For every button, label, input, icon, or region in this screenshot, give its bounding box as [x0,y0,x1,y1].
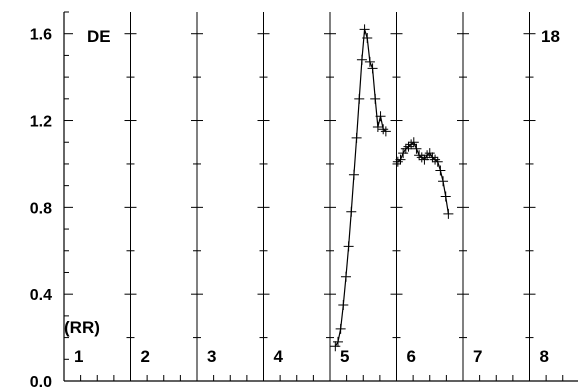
data-point [348,169,359,180]
y-tick-label: 0.4 [30,287,52,304]
data-point [443,208,454,219]
data-point [335,323,346,334]
data-point [419,154,430,165]
data-point [370,93,381,104]
data-point [411,143,422,154]
data-point [440,191,451,202]
panel-label: 4 [274,347,284,366]
data-point [354,93,365,104]
corner-label-top-right: 18 [541,27,560,46]
data-point [400,143,411,154]
chart-y-tick-labels: 0.0 0.4 0.8 1.2 1.6 [30,27,52,391]
data-point [378,124,389,135]
y-tick-label: 0.0 [30,374,52,391]
data-point [351,132,362,143]
panel-label: 5 [340,347,349,366]
data-point [416,152,427,163]
data-point [438,176,449,187]
panel-label: 6 [407,347,416,366]
y-tick-label: 0.8 [30,200,52,217]
data-point [375,111,386,122]
data-point [422,150,433,161]
data-point [362,33,373,44]
data-point [340,271,351,282]
panel-label: 3 [207,347,216,366]
y-tick-label: 1.2 [30,114,52,131]
chart-panel-separators [124,12,536,381]
data-point [408,137,419,148]
chart-ticks [63,11,564,382]
data-point [380,126,391,137]
data-point [367,63,378,74]
data-point [427,152,438,163]
data-point [430,154,441,165]
y-tick-label: 1.6 [30,27,52,44]
data-point [395,154,406,165]
data-point [332,336,343,347]
series-line [334,29,387,347]
data-point [343,241,354,252]
data-point [372,122,383,133]
chart-panel-labels: 1 2 3 4 5 6 7 8 [74,347,549,366]
data-point [403,141,414,152]
data-point [359,24,370,35]
data-point [432,156,443,167]
panel-label: 7 [473,347,482,366]
chart-axes [63,12,578,382]
data-point [392,156,403,167]
panel-label: 1 [74,347,83,366]
data-point [356,54,367,65]
corner-label-bottom-left: (RR) [64,318,100,337]
data-point [330,341,341,352]
data-point [338,300,349,311]
data-point [424,148,435,159]
data-point [406,139,417,150]
data-point [364,56,375,67]
series-1 [330,24,391,352]
data-point [398,148,409,159]
chart-series [330,24,454,352]
panel-label: 2 [141,347,150,366]
data-point [346,206,357,217]
series-2 [392,137,454,219]
panel-label: 8 [540,347,549,366]
corner-label-top-left: DE [87,27,111,46]
data-point [435,165,446,176]
